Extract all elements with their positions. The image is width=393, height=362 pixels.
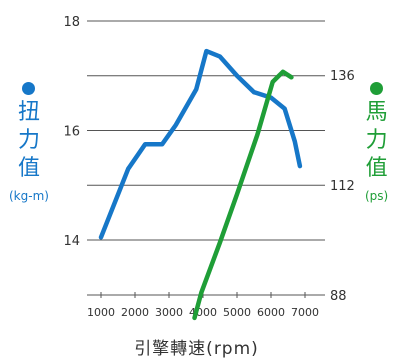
right-tick-label: 112 xyxy=(330,179,355,194)
left-tick-label: 14 xyxy=(63,234,80,249)
torque-legend-dot xyxy=(22,82,36,95)
x-tick-label: 3000 xyxy=(155,306,183,319)
left-axis-label-char: 扭 xyxy=(17,100,40,125)
x-tick-label: 7000 xyxy=(291,306,319,319)
left-axis-unit: (kg-m) xyxy=(9,189,49,203)
torque-series-line xyxy=(98,48,303,240)
grid-lines xyxy=(87,20,325,296)
horsepower-legend-dot xyxy=(370,82,384,95)
x-tick-label: 6000 xyxy=(257,306,285,319)
left-tick-label: 16 xyxy=(63,125,80,140)
x-tick-label: 1000 xyxy=(87,306,115,319)
left-axis-label: 扭 力 值 (kg-m) xyxy=(9,82,49,203)
x-tick-label: 2000 xyxy=(121,306,149,319)
right-axis-label: 馬 力 值 (ps) xyxy=(365,82,388,203)
right-tick-label: 88 xyxy=(330,289,347,304)
left-tick-label: 18 xyxy=(63,15,80,30)
x-axis-title: 引擎轉速(rpm) xyxy=(134,339,259,359)
x-tick-label: 5000 xyxy=(223,306,251,319)
left-axis-label-char: 力 xyxy=(17,128,40,153)
x-axis: 1000 2000 3000 4000 5000 6000 7000 xyxy=(87,292,319,319)
left-axis-label-char: 值 xyxy=(17,156,40,181)
right-tick-label: 136 xyxy=(330,69,355,84)
horsepower-series-line xyxy=(192,69,294,321)
right-axis-ticks: 136 112 88 xyxy=(330,69,355,304)
series-lines xyxy=(98,48,303,321)
left-axis-ticks: 18 16 14 xyxy=(63,15,80,249)
right-axis-label-char: 馬 xyxy=(365,100,388,125)
right-axis-label-char: 力 xyxy=(365,128,388,153)
right-axis-unit: (ps) xyxy=(365,189,389,203)
right-axis-label-char: 值 xyxy=(365,156,388,181)
